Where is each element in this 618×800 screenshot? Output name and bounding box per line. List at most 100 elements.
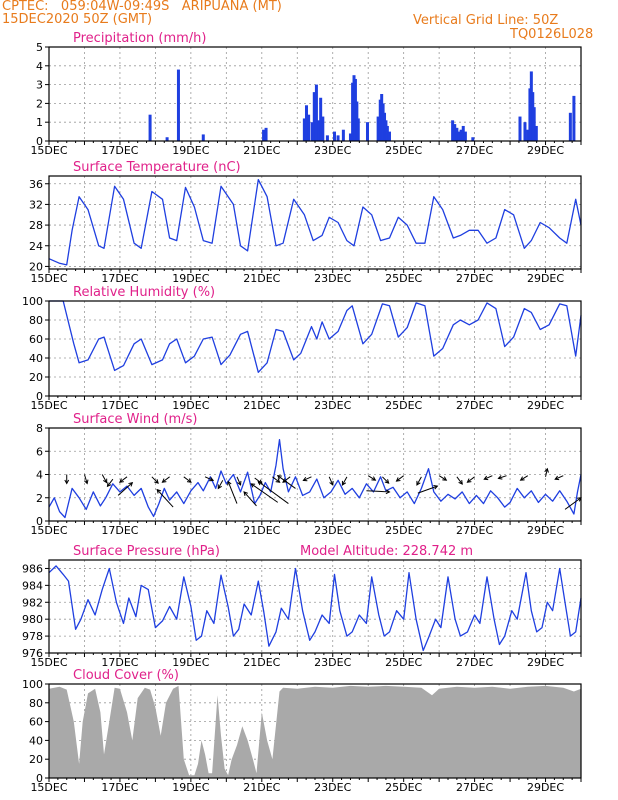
- temp-ytick-label: 20: [29, 260, 43, 273]
- wind-wind-vector: [276, 475, 296, 489]
- wind-arrow-head: [275, 478, 281, 483]
- temp-grid: [49, 176, 581, 269]
- precip-bar: [304, 105, 308, 141]
- wind-arrow-head: [395, 477, 401, 482]
- precip-bar: [356, 118, 360, 141]
- header-run-id: TQ0126L028: [510, 27, 594, 42]
- temp-xtick-label: 23DEC: [314, 272, 351, 285]
- wind-arrow-shaft: [204, 476, 214, 481]
- precip-bar: [534, 125, 538, 141]
- rh-xtick-label: 17DEC: [101, 399, 138, 412]
- precip-bar: [307, 114, 311, 141]
- wind-wind-arrow: [204, 476, 215, 482]
- wind-vector-head: [276, 475, 282, 480]
- wind-arrow-shaft: [162, 476, 170, 483]
- wind-vector-shaft: [243, 491, 257, 507]
- wind-wind-arrow: [438, 475, 448, 481]
- cloud-ytick-label: 100: [22, 678, 43, 691]
- wind-arrow-head: [341, 480, 347, 486]
- precip-xtick-label: 23DEC: [314, 144, 351, 157]
- header-datetime: 15DEC2020 50Z (GMT): [2, 12, 153, 27]
- wind-arrow-head: [106, 482, 112, 488]
- wind-arrow-head: [64, 479, 70, 485]
- precip-bar: [317, 120, 321, 141]
- rh-ytick-label: 80: [29, 314, 43, 327]
- temp-title: Surface Temperature (nC): [73, 160, 241, 175]
- wind-arrow-shaft: [254, 477, 263, 484]
- precip-bar: [165, 137, 169, 141]
- wind-wind-arrow: [519, 475, 529, 481]
- wind-wind-vector: [250, 483, 279, 503]
- wind-xtick-label: 21DEC: [243, 524, 280, 537]
- wind-arrow-head: [161, 478, 167, 483]
- wind-arrow-head: [497, 475, 503, 480]
- precip-bar: [264, 127, 268, 141]
- rh-xtick-label: 25DEC: [385, 399, 422, 412]
- wind-grid: [49, 428, 581, 521]
- rh-xtick-label: 23DEC: [314, 399, 351, 412]
- wind-xtick-label: 25DEC: [385, 524, 422, 537]
- wind-arrow-shaft: [545, 468, 548, 477]
- wind-wind-arrow: [554, 475, 564, 481]
- wind-arrow-shaft: [119, 476, 128, 483]
- wind-arrow-head: [209, 476, 215, 482]
- wind-vector-head: [227, 480, 232, 486]
- pressure-xtick-label: 27DEC: [456, 656, 493, 669]
- rh-ytick-label: 40: [29, 352, 43, 365]
- pressure-ytick-label: 986: [22, 562, 43, 575]
- pressure-xtick-label: 29DEC: [527, 656, 564, 669]
- precip-bar: [336, 135, 340, 141]
- wind-wind-arrow: [497, 475, 507, 480]
- wind-vector-shaft: [227, 481, 238, 504]
- wind-wind-arrow: [456, 476, 463, 485]
- wind-ytick-label: 0: [36, 515, 43, 528]
- rh-title: Relative Humidity (%): [73, 285, 215, 300]
- wind-wind-arrow: [236, 476, 242, 486]
- precip-bar: [453, 124, 457, 141]
- wind-xtick-label: 17DEC: [101, 524, 138, 537]
- cloud-xtick-label: 29DEC: [527, 781, 564, 794]
- wind-ytick-label: 2: [36, 492, 43, 505]
- pressure-xtick-label: 15DEC: [30, 656, 67, 669]
- temp-ytick-label: 24: [29, 240, 43, 253]
- wind-wind-vector: [156, 488, 174, 508]
- wind-wind-arrow: [183, 476, 192, 483]
- wind-wind-arrow: [328, 476, 334, 486]
- wind-arrow-head: [384, 479, 390, 484]
- precip-bar: [341, 129, 345, 141]
- pressure-xtick-label: 23DEC: [314, 656, 351, 669]
- wind-arrow-head: [544, 467, 549, 473]
- wind-wind-arrow: [101, 474, 108, 484]
- wind-arrow-head: [458, 479, 463, 485]
- wind-arrow-shaft: [438, 475, 447, 481]
- wind-arrow-shaft: [467, 476, 475, 483]
- rh-xtick-label: 29DEC: [527, 399, 564, 412]
- wind-vector-shaft: [366, 490, 390, 493]
- precip-xtick-label: 15DEC: [30, 144, 67, 157]
- precip-bar: [302, 118, 306, 141]
- wind-arrow-head: [302, 476, 308, 482]
- cloud-ytick-label: 40: [29, 734, 43, 747]
- cloud-ytick-label: 20: [29, 753, 43, 766]
- precip-bar: [310, 122, 314, 141]
- wind-wind-arrow: [272, 476, 281, 483]
- precip-bar: [314, 84, 318, 141]
- precip-ytick-label: 2: [36, 97, 43, 110]
- cloud-title: Cloud Cover (%): [73, 668, 179, 683]
- temp-xtick-label: 21DEC: [243, 272, 280, 285]
- rh-ytick-label: 60: [29, 333, 43, 346]
- wind-wind-arrow: [83, 474, 89, 485]
- precip-xtick-label: 29DEC: [527, 144, 564, 157]
- pressure-ytick-label: 980: [22, 613, 43, 626]
- wind-wind-arrow: [395, 475, 404, 482]
- precip-ytick-label: 1: [36, 116, 43, 129]
- wind-arrow-shaft: [83, 474, 88, 484]
- wind-wind-arrow: [367, 475, 377, 481]
- wind-arrow-head: [217, 484, 222, 490]
- wind-arrow-shaft: [101, 474, 108, 483]
- wind-title: Surface Wind (m/s): [73, 412, 197, 427]
- wind-arrow-shaft: [484, 475, 493, 480]
- wind-vector-head: [250, 483, 256, 488]
- precip-bar: [385, 125, 389, 141]
